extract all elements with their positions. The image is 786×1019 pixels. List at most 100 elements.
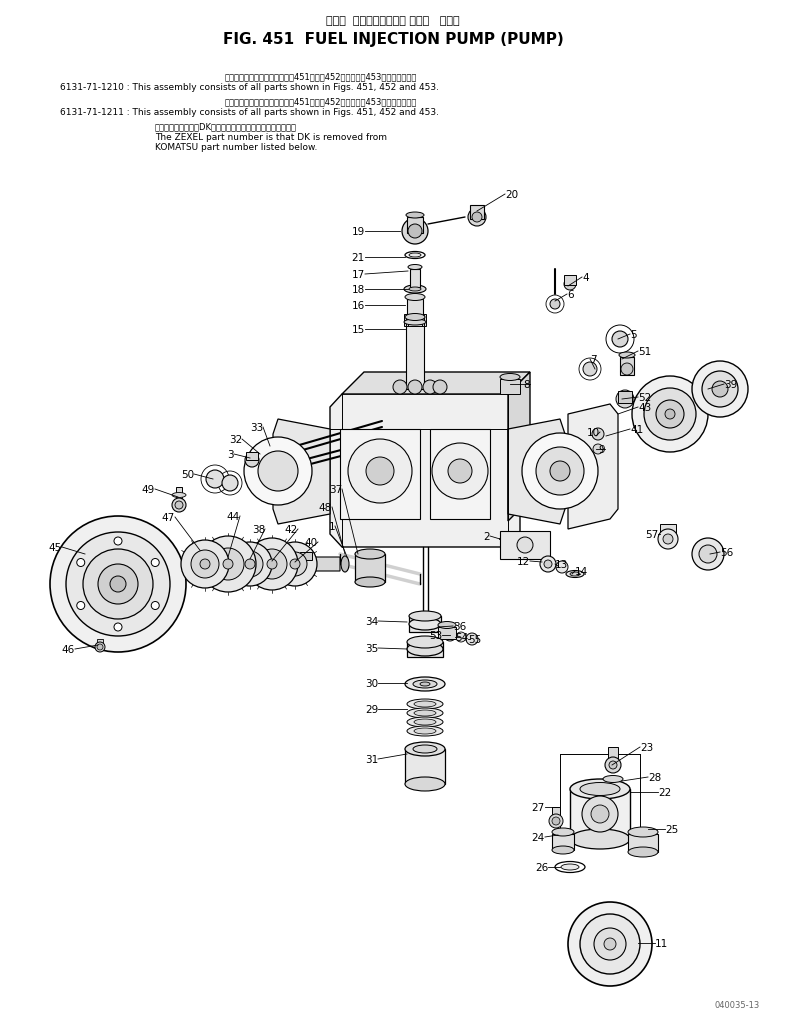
Circle shape [402,219,428,245]
Text: 9: 9 [598,444,605,454]
Bar [405,749,445,785]
Bar [97,639,103,649]
Ellipse shape [355,549,385,559]
Circle shape [592,429,604,440]
Text: 57: 57 [645,530,658,539]
Bar [409,616,441,633]
Text: 24: 24 [532,833,545,842]
Text: 4: 4 [582,273,589,282]
Text: 14: 14 [575,567,588,577]
Circle shape [212,548,244,581]
Circle shape [77,559,85,567]
Bar [608,747,618,765]
Circle shape [258,451,298,491]
Text: 39: 39 [724,380,737,389]
Text: 40: 40 [305,537,318,547]
Circle shape [432,443,488,499]
Text: このアセンブリの構成部品は第451図、第452図および第453図を含みます。: このアセンブリの構成部品は第451図、第452図および第453図を含みます。 [225,97,417,106]
Circle shape [245,453,259,468]
Text: 29: 29 [365,704,378,714]
Text: 51: 51 [638,346,652,357]
Ellipse shape [570,573,580,577]
Circle shape [702,372,738,408]
Circle shape [366,458,394,485]
Text: 55: 55 [468,635,481,644]
Ellipse shape [404,320,426,326]
Text: 48: 48 [319,502,332,513]
Polygon shape [568,405,618,530]
Circle shape [433,381,447,394]
Ellipse shape [603,775,623,783]
Text: 53: 53 [428,631,442,640]
Polygon shape [273,420,330,525]
Ellipse shape [413,681,437,688]
Ellipse shape [561,864,579,870]
Text: 10: 10 [587,428,600,437]
Circle shape [517,537,533,553]
Circle shape [448,460,472,484]
Ellipse shape [438,622,456,629]
Circle shape [582,796,618,833]
Ellipse shape [420,683,430,687]
Text: 56: 56 [720,547,733,557]
Circle shape [591,805,609,823]
Circle shape [66,533,170,637]
Bar [407,642,443,657]
Circle shape [593,444,603,454]
Circle shape [692,362,748,418]
Circle shape [472,213,482,223]
Text: 19: 19 [352,227,365,236]
Circle shape [408,381,422,394]
Bar [564,276,576,285]
Bar [404,315,426,327]
Polygon shape [330,394,520,547]
Circle shape [692,538,724,571]
Ellipse shape [570,829,630,849]
Bar [570,790,630,840]
Circle shape [550,462,570,482]
Polygon shape [245,557,340,572]
Bar [500,380,520,394]
Ellipse shape [405,294,425,302]
Ellipse shape [341,556,349,573]
Bar [660,525,676,542]
Text: 27: 27 [532,802,545,812]
Circle shape [580,914,640,974]
Circle shape [444,630,456,641]
Text: 13: 13 [555,559,568,570]
Ellipse shape [555,862,585,872]
Polygon shape [508,420,565,525]
Ellipse shape [628,847,658,857]
Bar [500,532,550,559]
Ellipse shape [408,265,422,270]
Text: 品番のメーカー記号DKを除いたものがゼクセルの品番です。: 品番のメーカー記号DKを除いたものがゼクセルの品番です。 [155,122,297,130]
Ellipse shape [552,846,574,854]
Ellipse shape [407,727,443,737]
Text: 38: 38 [252,525,265,535]
Bar [176,487,182,507]
Text: 43: 43 [638,403,652,413]
Text: 2: 2 [483,532,490,541]
Ellipse shape [409,619,441,631]
Bar [406,325,424,389]
Circle shape [283,552,307,577]
Text: 16: 16 [352,301,365,311]
Circle shape [228,542,272,586]
Ellipse shape [172,493,186,498]
Text: FIG. 451  FUEL INJECTION PUMP (PUMP): FIG. 451 FUEL INJECTION PUMP (PUMP) [222,32,564,47]
Circle shape [114,537,122,545]
Circle shape [77,602,85,610]
Circle shape [583,363,597,377]
Circle shape [632,377,708,452]
Text: 42: 42 [285,525,298,535]
Circle shape [95,642,105,652]
Ellipse shape [406,213,424,219]
Ellipse shape [404,285,426,293]
Bar [407,218,423,233]
Text: 21: 21 [352,253,365,263]
Circle shape [468,209,486,227]
Text: 22: 22 [658,788,671,797]
Bar [406,315,424,327]
Bar [407,300,423,318]
Circle shape [245,559,255,570]
